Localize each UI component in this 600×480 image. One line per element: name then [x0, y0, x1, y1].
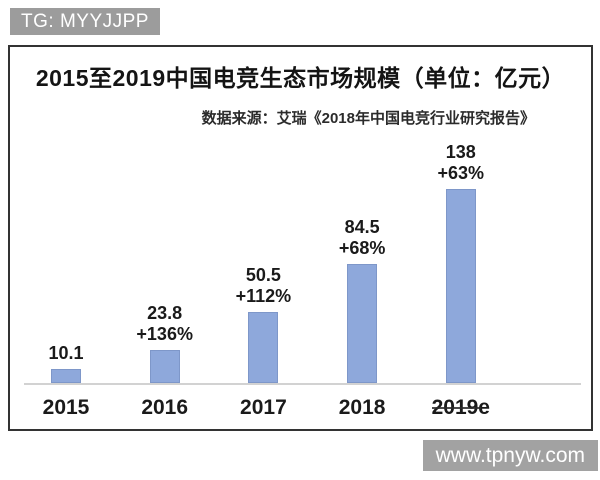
plot-area: 10.1 23.8 +136% 50.5 +112% 84.5 +68% 138 +63% — [10, 47, 591, 385]
bar — [445, 189, 476, 383]
bar-column: 138 +63% — [412, 142, 510, 383]
bar-label-group: 138 +63% — [438, 142, 485, 184]
bar-growth-label: +68% — [338, 238, 386, 258]
bar — [347, 264, 378, 383]
bar-column: 50.5 +112% — [214, 265, 312, 383]
bar-column: 23.8 +136% — [116, 303, 214, 383]
bar-value-label: 23.8 — [147, 303, 183, 323]
watermark-top-badge: TG: MYYJJPP — [10, 8, 160, 35]
x-axis-line — [24, 383, 581, 385]
x-tick-label: 2019e — [431, 396, 490, 419]
bar-value-label: 50.5 — [245, 265, 281, 285]
bar-column: 10.1 — [17, 343, 115, 383]
bar-growth-label: +112% — [235, 286, 292, 306]
x-tick-label: 2017 — [240, 396, 287, 419]
bar — [248, 312, 279, 383]
bar-label-group: 10.1 — [48, 343, 83, 364]
bar-label-group: 84.5 +68% — [339, 217, 386, 259]
bar-growth-label: +136% — [136, 324, 193, 344]
bar — [51, 369, 81, 383]
bar-value-label: 84.5 — [344, 217, 380, 237]
chart-source: 数据来源：艾瑞《2018年中国电竞行业研究报告》 — [201, 110, 535, 127]
bar — [149, 350, 180, 383]
x-tick-label: 2018 — [338, 396, 386, 419]
x-tick-label: 2016 — [141, 396, 189, 419]
bar-growth-label: +63% — [437, 163, 485, 183]
chart-title: 2015至2019中国电竞生态市场规模（单位：亿元） — [35, 65, 566, 91]
chart-frame: 2015至2019中国电竞生态市场规模（单位：亿元） 数据来源：艾瑞《2018年… — [8, 45, 593, 431]
bar-label-group: 50.5 +112% — [236, 265, 292, 307]
bar-label-group: 23.8 +136% — [136, 303, 193, 345]
watermark-bottom-badge: www.tpnyw.com — [422, 440, 598, 471]
bar-value-label: 138 — [445, 142, 476, 162]
bar-value-label: 10.1 — [48, 343, 84, 363]
bar-column: 84.5 +68% — [313, 217, 411, 383]
x-tick-label: 2015 — [42, 396, 90, 419]
